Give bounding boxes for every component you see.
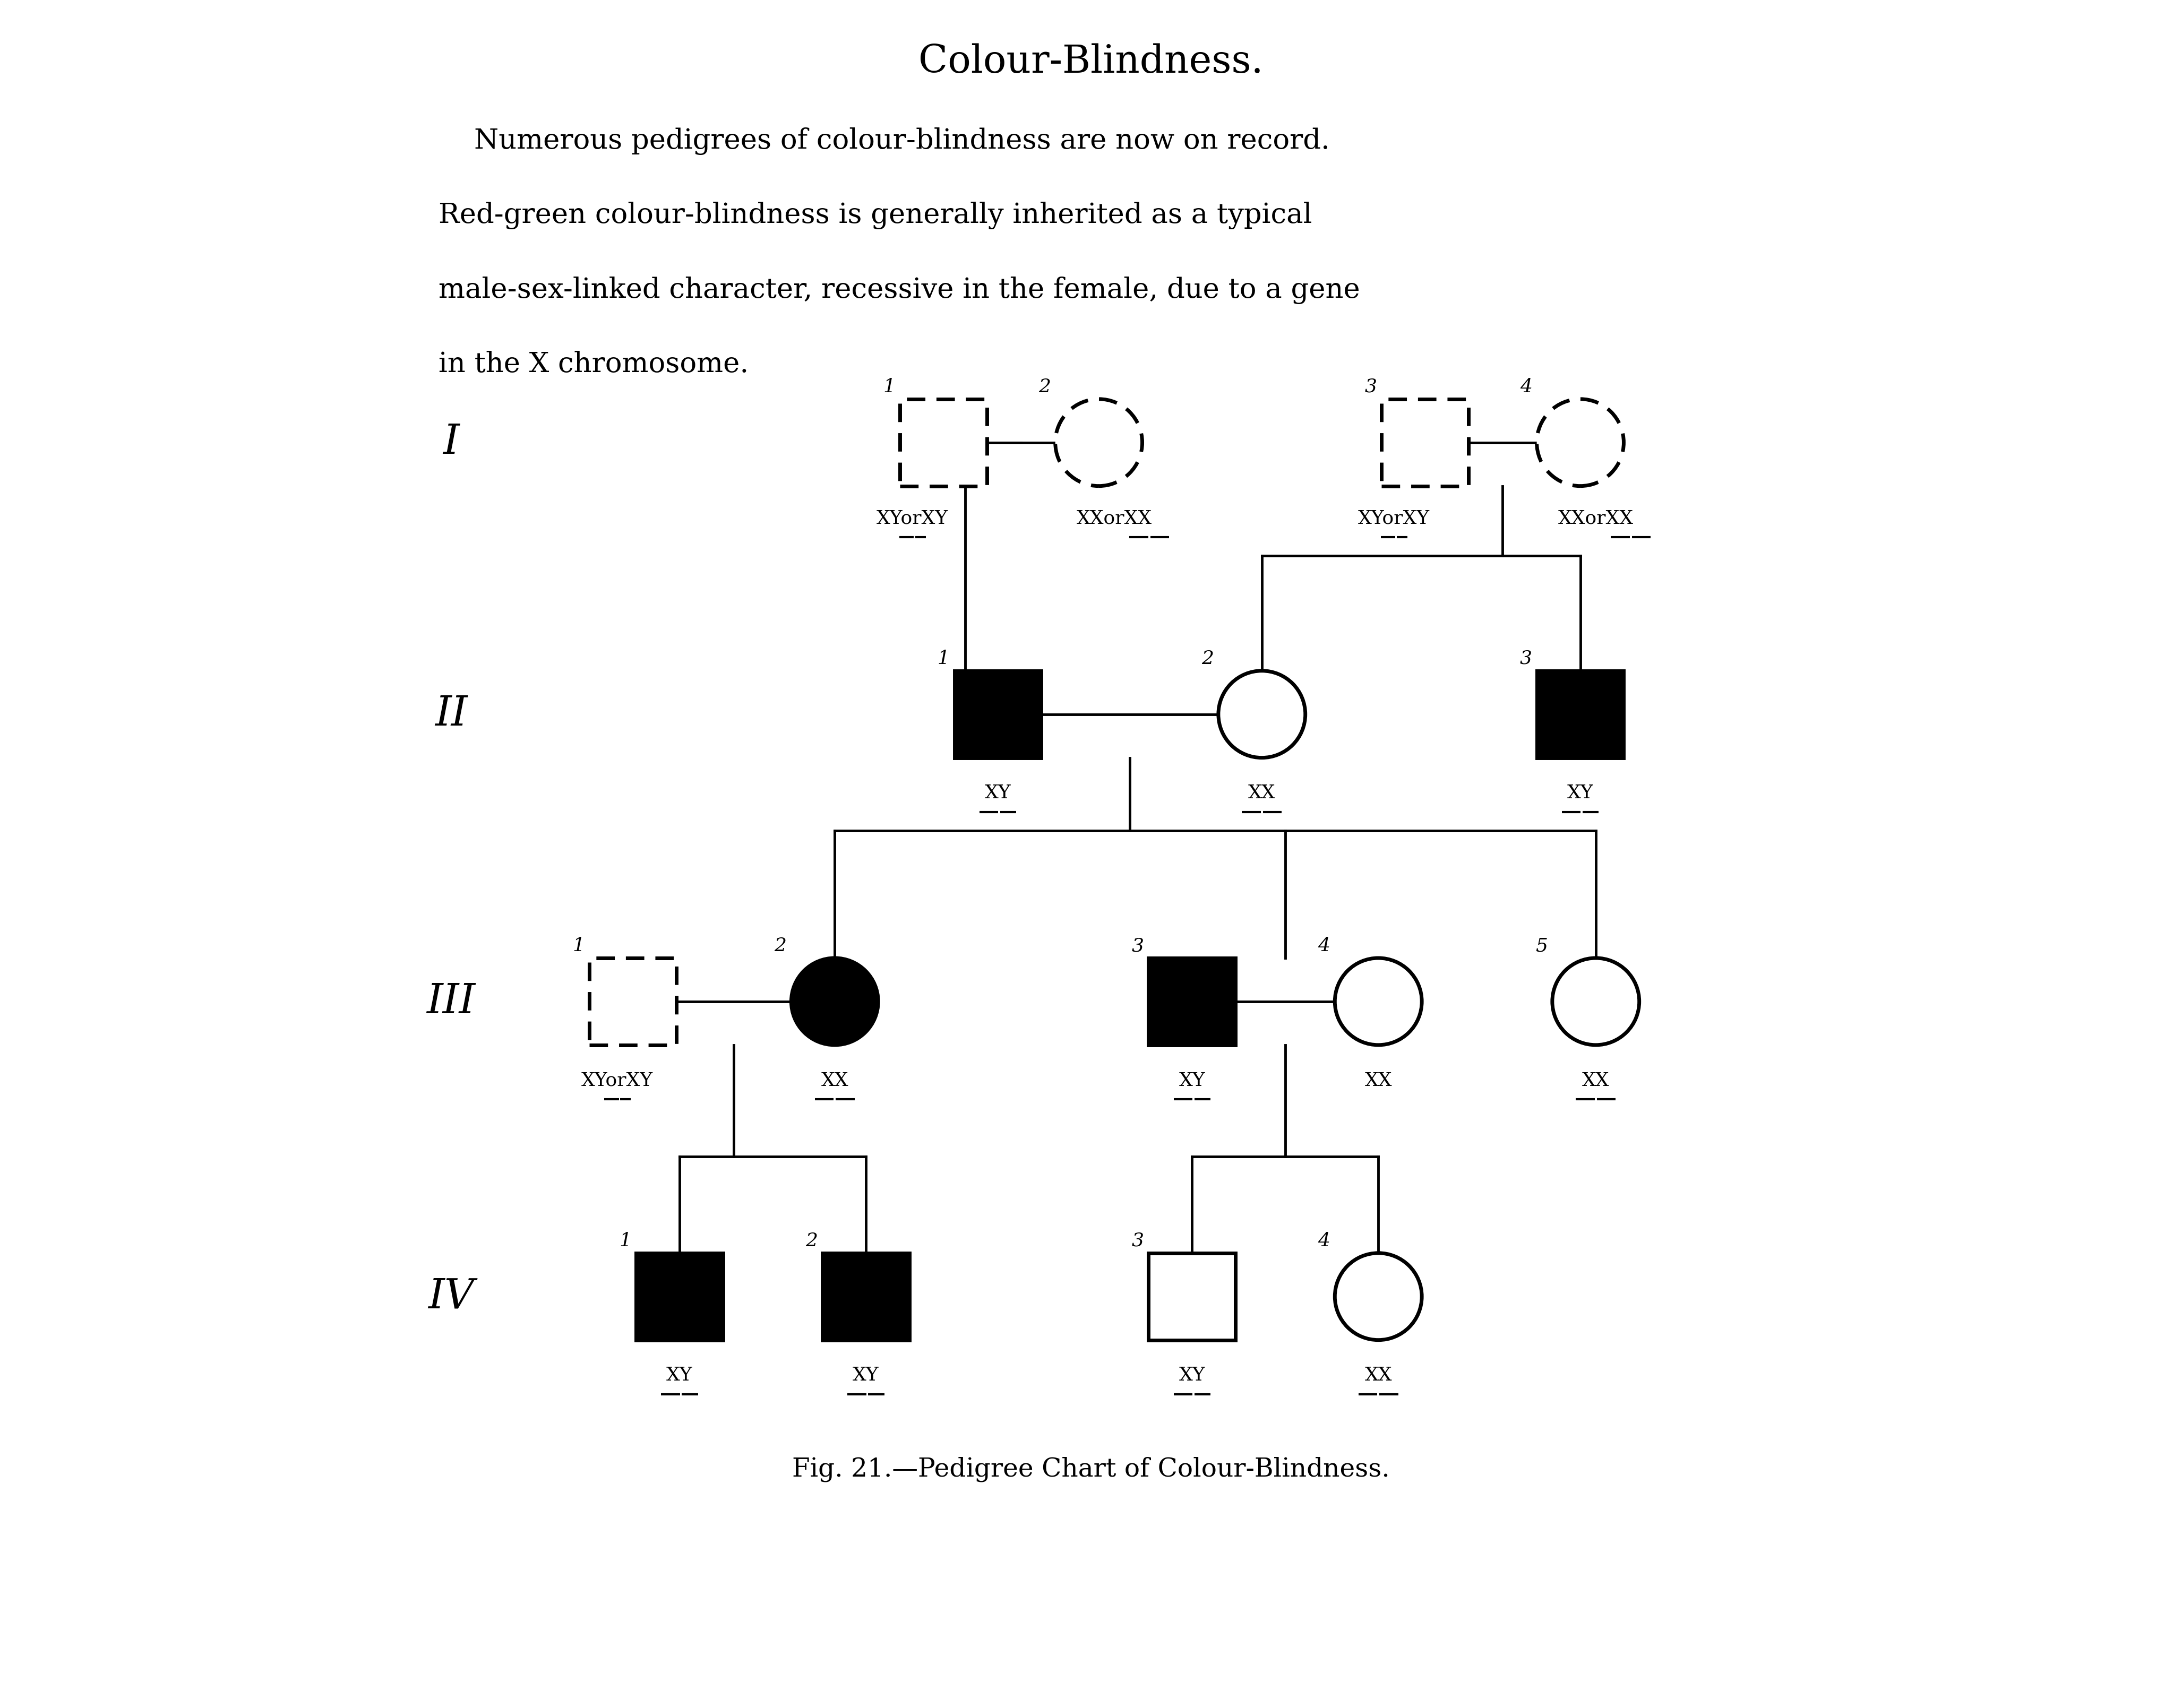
Text: Numerous pedigrees of colour-blindness are now on record.: Numerous pedigrees of colour-blindness a… bbox=[439, 128, 1331, 155]
Text: XX: XX bbox=[1364, 1366, 1392, 1385]
Bar bbox=[1381, 400, 1468, 487]
Text: Red-green colour-blindness is generally inherited as a typical: Red-green colour-blindness is generally … bbox=[439, 202, 1311, 229]
Text: XY: XY bbox=[1567, 784, 1593, 803]
Text: XX: XX bbox=[1364, 1071, 1392, 1090]
Text: III: III bbox=[428, 982, 476, 1021]
Text: Fig. 21.—Pedigree Chart of Colour-Blindness.: Fig. 21.—Pedigree Chart of Colour-Blindn… bbox=[792, 1457, 1390, 1481]
Bar bbox=[899, 400, 986, 487]
Text: XYorXY: XYorXY bbox=[877, 509, 949, 528]
Text: 2: 2 bbox=[775, 938, 786, 955]
Bar bbox=[589, 958, 676, 1045]
Text: in the X chromosome.: in the X chromosome. bbox=[439, 350, 748, 377]
Text: 4: 4 bbox=[1521, 377, 1532, 396]
Circle shape bbox=[1335, 1254, 1423, 1341]
Text: II: II bbox=[434, 693, 467, 734]
Text: 5: 5 bbox=[1536, 938, 1547, 955]
Text: 1: 1 bbox=[884, 377, 895, 396]
Bar bbox=[1148, 1254, 1235, 1341]
Text: male-sex-linked character, recessive in the female, due to a gene: male-sex-linked character, recessive in … bbox=[439, 277, 1359, 304]
Text: XY: XY bbox=[1178, 1366, 1204, 1385]
Text: Colour-Blindness.: Colour-Blindness. bbox=[919, 43, 1263, 80]
Text: 2: 2 bbox=[805, 1231, 818, 1250]
Text: 3: 3 bbox=[1364, 377, 1377, 396]
Text: 4: 4 bbox=[1318, 1231, 1331, 1250]
Text: XYorXY: XYorXY bbox=[1357, 509, 1429, 528]
Text: IV: IV bbox=[428, 1276, 473, 1317]
Circle shape bbox=[1056, 400, 1141, 487]
Bar bbox=[1536, 671, 1623, 758]
Bar bbox=[1148, 958, 1235, 1045]
Text: 2: 2 bbox=[1039, 377, 1050, 396]
Text: XY: XY bbox=[1178, 1071, 1204, 1090]
Text: XX: XX bbox=[1582, 1071, 1610, 1090]
Circle shape bbox=[1536, 400, 1623, 487]
Text: XYorXY: XYorXY bbox=[580, 1071, 652, 1090]
Bar bbox=[954, 671, 1041, 758]
Circle shape bbox=[792, 958, 877, 1045]
Text: XXorXX: XXorXX bbox=[1076, 509, 1152, 528]
Text: 1: 1 bbox=[938, 649, 949, 668]
Text: XY: XY bbox=[666, 1366, 692, 1385]
Text: XY: XY bbox=[984, 784, 1010, 803]
Circle shape bbox=[1551, 958, 1639, 1045]
Circle shape bbox=[1218, 671, 1305, 758]
Text: 1: 1 bbox=[620, 1231, 631, 1250]
Text: XX: XX bbox=[1248, 784, 1276, 803]
Text: 1: 1 bbox=[572, 938, 585, 955]
Text: XX: XX bbox=[820, 1071, 849, 1090]
Text: 2: 2 bbox=[1202, 649, 1213, 668]
Text: 3: 3 bbox=[1521, 649, 1532, 668]
Text: 4: 4 bbox=[1318, 938, 1331, 955]
Text: XXorXX: XXorXX bbox=[1558, 509, 1634, 528]
Bar bbox=[823, 1254, 910, 1341]
Text: I: I bbox=[443, 422, 458, 463]
Text: 3: 3 bbox=[1132, 938, 1143, 955]
Text: 3: 3 bbox=[1132, 1231, 1143, 1250]
Bar bbox=[635, 1254, 722, 1341]
Text: XY: XY bbox=[853, 1366, 879, 1385]
Circle shape bbox=[1335, 958, 1423, 1045]
